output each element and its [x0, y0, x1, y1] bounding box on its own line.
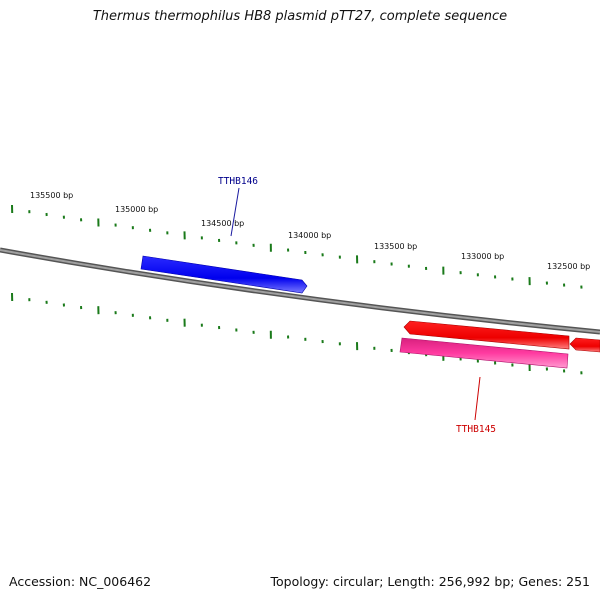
gene-TTHB145-arrow-pink[interactable]: [399, 337, 569, 369]
gene-TTHB145[interactable]: TTHB145: [399, 320, 570, 435]
scale-labels: 135500 bp 135000 bp 134500 bp 134000 bp …: [30, 191, 590, 271]
gene-TTHB145-arrow-red[interactable]: [403, 320, 570, 350]
gene-TTHB146-leader: [230, 187, 240, 237]
scale-label-134000: 134000 bp: [288, 231, 331, 240]
outer-scale-ticks: [11, 204, 583, 289]
scale-label-134500: 134500 bp: [201, 219, 244, 228]
scale-label-135000: 135000 bp: [115, 205, 158, 214]
gene-TTHB146-arrow[interactable]: [140, 255, 308, 294]
backbone-line: [0, 249, 600, 333]
scale-label-132500: 132500 bp: [547, 262, 590, 271]
gene-TTHB145-leader: [474, 376, 481, 421]
map-title: Thermus thermophilus HB8 plasmid pTT27, …: [92, 9, 508, 24]
scale-label-133500: 133500 bp: [374, 242, 417, 251]
scale-label-133000: 133000 bp: [461, 252, 504, 261]
topology-summary-text: Topology: circular; Length: 256,992 bp; …: [270, 574, 591, 589]
gene-next-arrow[interactable]: [569, 337, 600, 353]
gene-TTHB145-label[interactable]: TTHB145: [456, 424, 496, 435]
accession-text: Accession: NC_006462: [9, 574, 152, 589]
gene-TTHB146[interactable]: TTHB146: [140, 176, 308, 294]
scale-label-135500: 135500 bp: [30, 191, 73, 200]
gene-TTHB146-label[interactable]: TTHB146: [218, 176, 258, 187]
